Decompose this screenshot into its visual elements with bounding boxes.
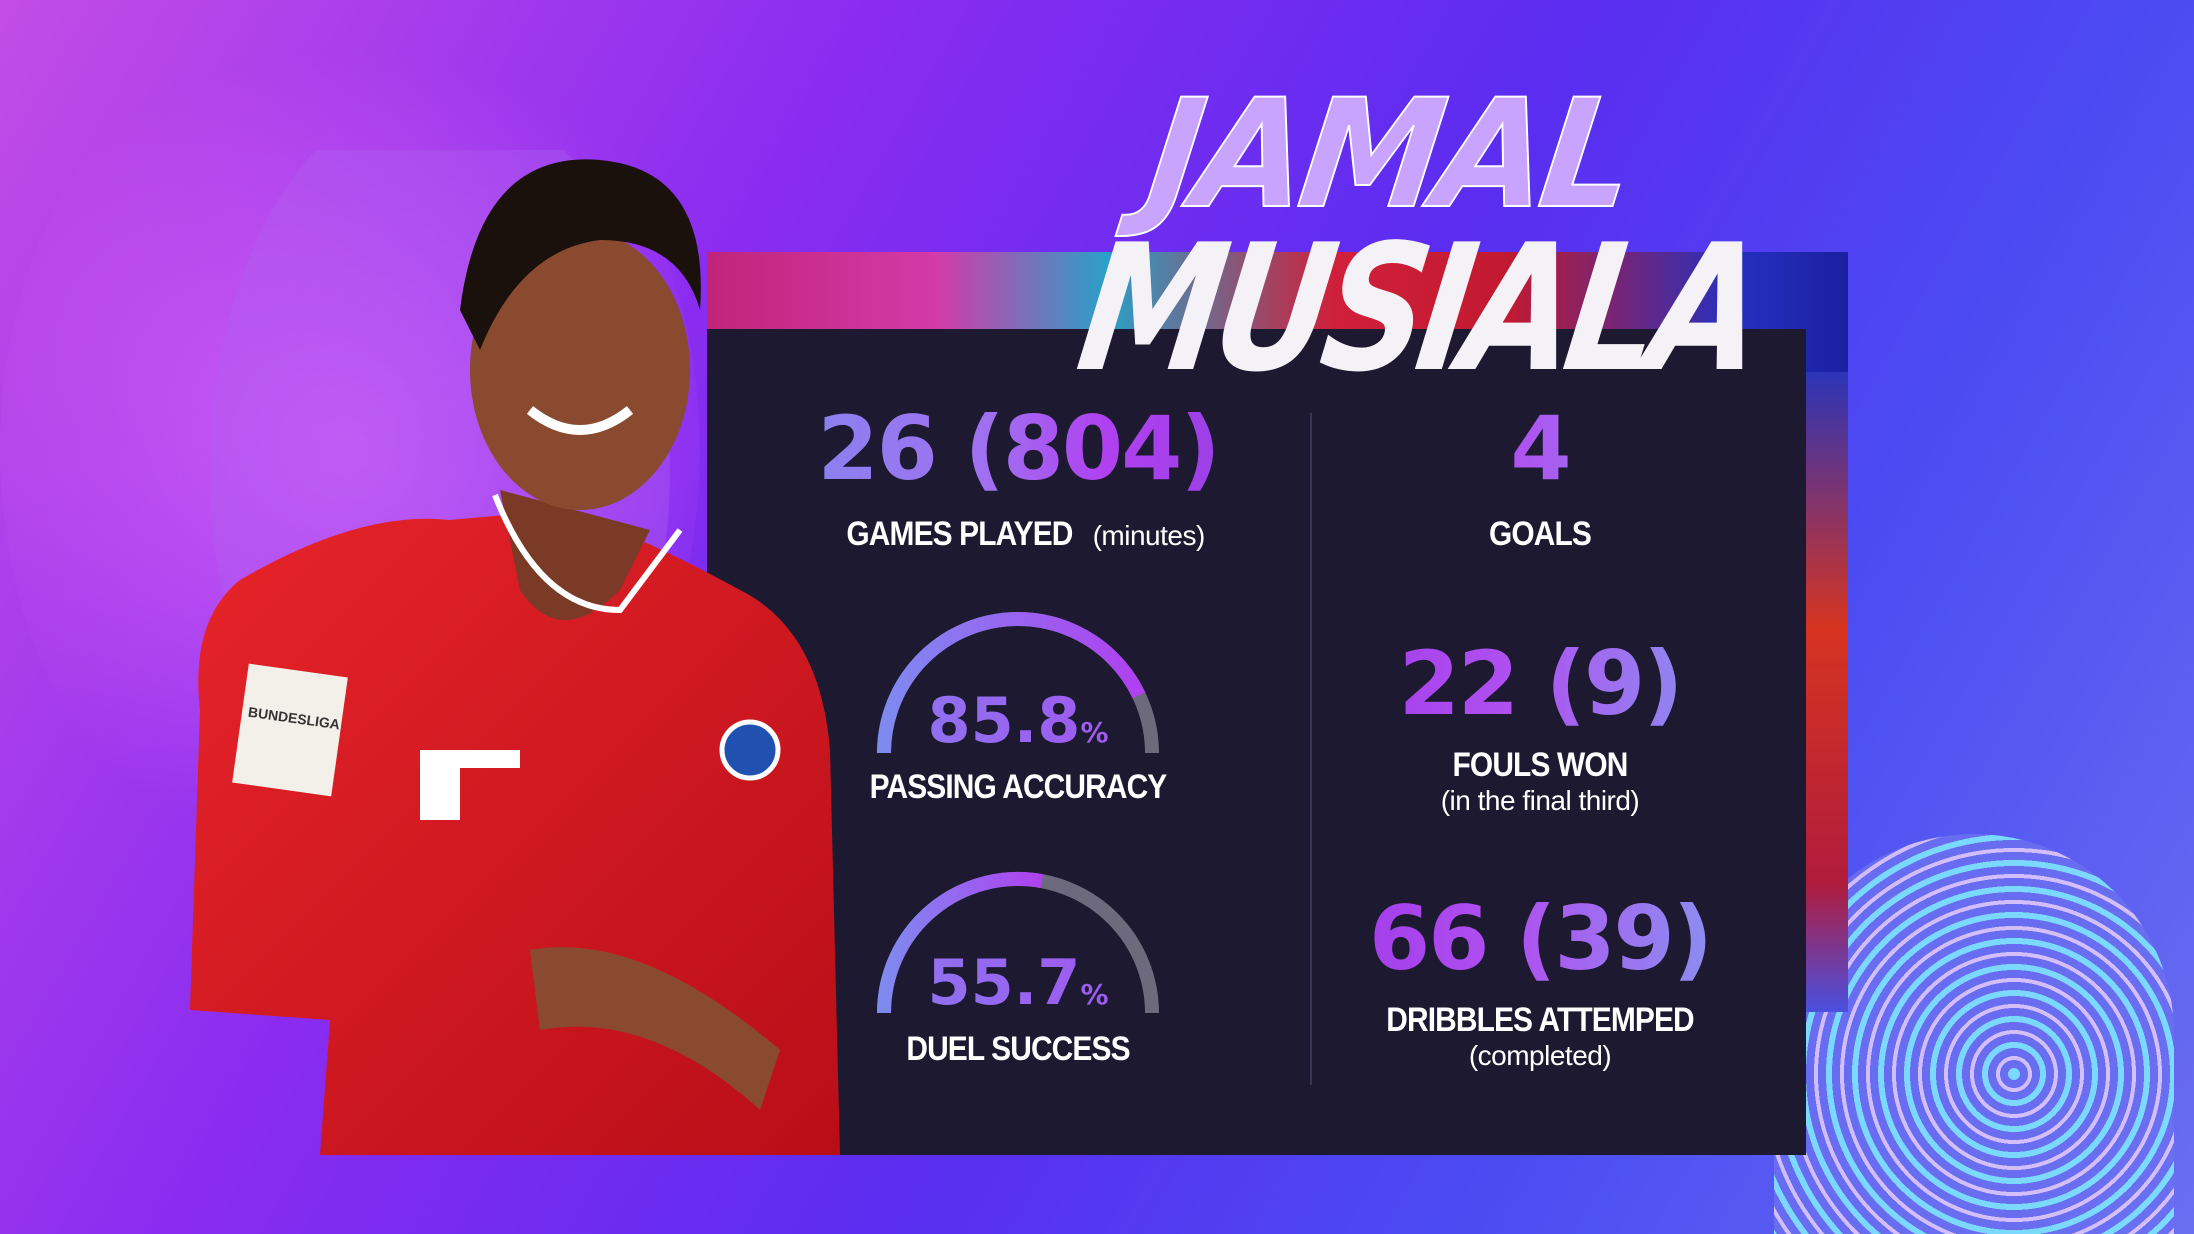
hair: [460, 159, 701, 350]
fouls-value: 22: [1398, 632, 1518, 735]
passing-unit: %: [1080, 716, 1109, 749]
passing-value: 85.8: [927, 684, 1081, 757]
face: [470, 230, 690, 510]
stat-fouls: 22 (9) FOULS WON (in the final third): [1240, 640, 1840, 817]
duel-gauge: [877, 872, 1159, 1014]
dribbles-sublabel: (completed): [1468, 1040, 1612, 1071]
passing-gauge: [877, 611, 1159, 754]
stat-games: 26 (804) GAMES PLAYED (minutes): [718, 405, 1318, 554]
fouls-label: FOULS WON: [1452, 746, 1629, 784]
fouls-final-third: (9): [1545, 632, 1682, 735]
stat-duels: 55.7% DUEL SUCCESS: [718, 952, 1318, 1069]
duel-value: 55.7: [927, 946, 1081, 1019]
club-crest: [719, 719, 781, 781]
games-value: 26: [817, 397, 936, 500]
games-sublabel: (minutes): [1092, 520, 1206, 551]
player-photo: [190, 150, 840, 1155]
goals-value: 4: [1240, 405, 1840, 493]
duel-unit: %: [1080, 978, 1109, 1011]
stat-goals: 4 GOALS: [1240, 405, 1840, 554]
stat-dribbles: 66 (39) DRIBBLES ATTEMPED (completed): [1240, 895, 1840, 1072]
bundesliga-badge: [232, 663, 348, 797]
column-divider: [1310, 413, 1312, 1085]
hand: [530, 947, 780, 1110]
fouls-sublabel: (in the final third): [1440, 785, 1640, 816]
duel-label: DUEL SUCCESS: [906, 1030, 1130, 1068]
stat-passing: 85.8% PASSING ACCURACY: [718, 690, 1318, 807]
passing-label: PASSING ACCURACY: [869, 768, 1168, 806]
last-name: MUSIALA: [1067, 208, 1770, 411]
goals-label: GOALS: [1489, 515, 1592, 553]
neck: [500, 490, 650, 620]
gauge-fill: [877, 611, 1146, 754]
gauge-fill: [877, 872, 1044, 1014]
games-label: GAMES PLAYED: [846, 515, 1074, 553]
dribbles-completed: (39): [1516, 887, 1711, 990]
games-minutes: (804): [964, 397, 1219, 500]
dribbles-value: 66: [1368, 887, 1488, 990]
dribbles-label: DRIBBLES ATTEMPED: [1386, 1001, 1694, 1039]
